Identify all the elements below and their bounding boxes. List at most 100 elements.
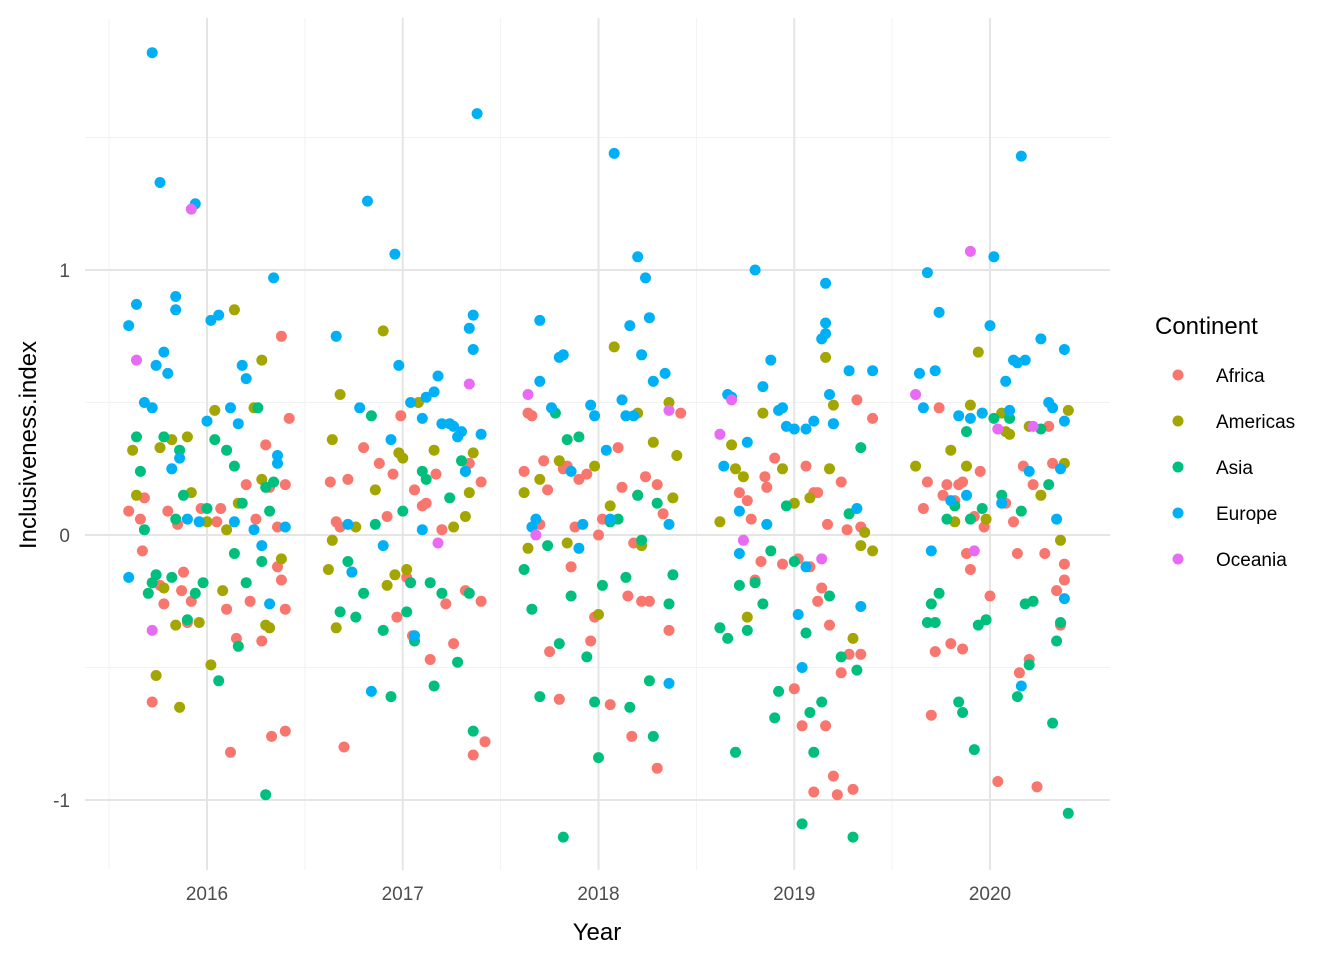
point-europe bbox=[416, 412, 428, 424]
point-africa bbox=[992, 776, 1004, 787]
point-oceania bbox=[185, 203, 197, 215]
point-africa bbox=[391, 611, 403, 623]
point-africa bbox=[1047, 457, 1059, 469]
point-americas bbox=[217, 585, 229, 597]
point-europe bbox=[456, 426, 467, 438]
point-africa bbox=[448, 638, 460, 650]
point-asia bbox=[1015, 505, 1027, 517]
point-asia bbox=[620, 571, 632, 583]
point-europe bbox=[608, 147, 620, 159]
point-europe bbox=[1047, 402, 1059, 414]
point-americas bbox=[964, 399, 976, 411]
point-africa bbox=[937, 489, 949, 501]
point-asia bbox=[174, 444, 186, 456]
point-europe bbox=[984, 320, 996, 332]
point-africa bbox=[917, 503, 929, 514]
point-americas bbox=[561, 537, 573, 549]
point-americas bbox=[381, 579, 393, 591]
point-europe bbox=[365, 685, 377, 697]
point-americas bbox=[127, 444, 139, 456]
point-africa bbox=[542, 484, 554, 496]
point-europe bbox=[855, 601, 867, 612]
point-asia bbox=[209, 434, 221, 446]
y-tick-label: 1 bbox=[59, 261, 70, 282]
point-europe bbox=[146, 47, 158, 59]
point-europe bbox=[996, 497, 1008, 509]
point-europe bbox=[405, 397, 417, 408]
point-europe bbox=[788, 423, 800, 435]
point-asia bbox=[142, 587, 154, 599]
point-americas bbox=[847, 632, 859, 644]
point-americas bbox=[1035, 489, 1047, 501]
point-europe bbox=[933, 306, 945, 318]
point-americas bbox=[389, 569, 401, 581]
point-europe bbox=[663, 518, 675, 530]
point-europe bbox=[459, 465, 471, 477]
point-americas bbox=[737, 471, 749, 483]
point-europe bbox=[1035, 333, 1047, 345]
point-europe bbox=[589, 410, 601, 422]
point-africa bbox=[941, 479, 953, 491]
point-americas bbox=[1062, 404, 1074, 416]
point-africa bbox=[279, 725, 291, 737]
point-africa bbox=[338, 741, 350, 753]
point-europe bbox=[546, 402, 557, 414]
point-africa bbox=[663, 624, 675, 636]
point-africa bbox=[622, 590, 634, 602]
point-americas bbox=[910, 460, 922, 472]
point-asia bbox=[456, 455, 467, 467]
point-africa bbox=[761, 481, 773, 493]
point-americas bbox=[448, 521, 460, 533]
point-europe bbox=[1023, 465, 1035, 477]
point-americas bbox=[201, 516, 213, 528]
point-africa bbox=[250, 513, 262, 525]
point-europe bbox=[792, 609, 804, 620]
x-axis-title: Year bbox=[573, 919, 622, 946]
point-asia bbox=[264, 505, 276, 517]
point-africa bbox=[176, 585, 188, 597]
point-africa bbox=[409, 484, 420, 496]
point-africa bbox=[424, 654, 436, 665]
point-africa bbox=[1039, 548, 1051, 559]
legend-key-asia bbox=[1172, 461, 1184, 473]
point-europe bbox=[131, 298, 142, 310]
point-asia bbox=[365, 410, 377, 422]
point-africa bbox=[957, 643, 969, 655]
point-asia bbox=[1062, 807, 1074, 819]
point-africa bbox=[827, 770, 839, 782]
point-africa bbox=[266, 730, 278, 742]
point-americas bbox=[518, 487, 530, 499]
point-africa bbox=[324, 476, 336, 488]
point-africa bbox=[964, 564, 976, 575]
point-europe bbox=[851, 503, 863, 514]
point-europe bbox=[1000, 375, 1012, 387]
point-europe bbox=[272, 450, 283, 461]
point-asia bbox=[1055, 617, 1066, 628]
point-asia bbox=[1043, 479, 1055, 491]
point-europe bbox=[757, 381, 769, 393]
point-americas bbox=[855, 540, 867, 552]
point-europe bbox=[346, 566, 358, 578]
point-africa bbox=[835, 667, 847, 679]
point-asia bbox=[240, 577, 252, 589]
point-asia bbox=[436, 587, 448, 599]
point-americas bbox=[326, 434, 338, 446]
point-oceania bbox=[131, 354, 142, 366]
point-oceania bbox=[714, 428, 726, 440]
point-europe bbox=[279, 521, 291, 533]
point-africa bbox=[604, 699, 616, 711]
point-asia bbox=[647, 730, 659, 742]
point-asia bbox=[643, 675, 655, 687]
point-asia bbox=[968, 744, 980, 756]
point-americas bbox=[228, 304, 240, 316]
point-asia bbox=[553, 638, 565, 650]
point-europe bbox=[640, 272, 651, 284]
point-americas bbox=[369, 484, 381, 496]
point-africa bbox=[272, 521, 283, 533]
legend-key-americas bbox=[1172, 415, 1184, 427]
point-europe bbox=[741, 436, 753, 448]
point-asia bbox=[925, 598, 937, 610]
legend-key-oceania bbox=[1172, 553, 1184, 565]
point-europe bbox=[1015, 150, 1027, 162]
point-americas bbox=[867, 545, 879, 557]
